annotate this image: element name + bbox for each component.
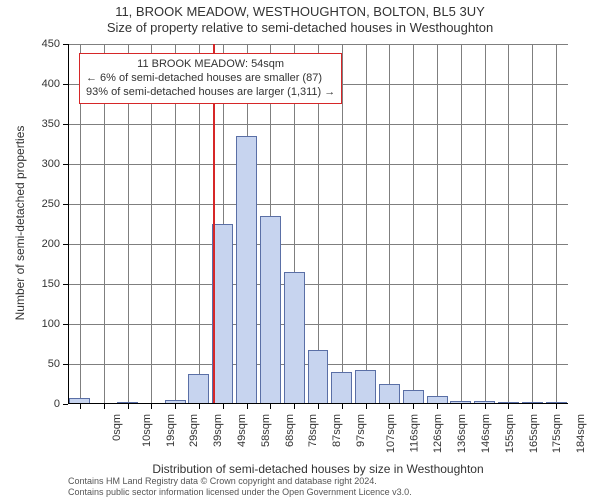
chart-container: { "title": { "line1": "11, BROOK MEADOW,… [0,0,600,500]
y-axis-line [68,44,69,404]
footer-line: Contains public sector information licen… [68,487,412,498]
x-tick [508,404,509,409]
x-tick-label: 97sqm [355,414,367,447]
y-tick-label: 350 [0,118,60,130]
chart-title: 11, BROOK MEADOW, WESTHOUGHTON, BOLTON, … [0,4,600,35]
x-tick [175,404,176,409]
y-tick-label: 100 [0,318,60,330]
x-tick [461,404,462,409]
grid-line [508,44,509,404]
histogram-bar [379,384,400,404]
y-tick [63,204,68,205]
x-tick-label: 126sqm [433,414,445,453]
grid-line [413,44,414,404]
histogram-bar [403,390,424,404]
x-tick [80,404,81,409]
y-tick [63,84,68,85]
info-box-line: 93% of semi-detached houses are larger (… [86,86,335,100]
footer-attribution: Contains HM Land Registry data © Crown c… [68,476,412,498]
x-tick [342,404,343,409]
grid-line [389,44,390,404]
y-tick [63,324,68,325]
x-tick-label: 107sqm [385,414,397,453]
x-tick-label: 175sqm [552,414,564,453]
x-tick-label: 68sqm [284,414,296,447]
title-subtitle: Size of property relative to semi-detach… [0,20,600,36]
title-address: 11, BROOK MEADOW, WESTHOUGHTON, BOLTON, … [0,4,600,20]
x-tick [223,404,224,409]
x-tick-label: 29sqm [188,414,200,447]
histogram-bar [260,216,281,404]
x-tick-label: 165sqm [528,414,540,453]
y-tick [63,44,68,45]
x-tick-label: 49sqm [236,414,248,447]
y-tick-label: 300 [0,158,60,170]
x-tick-label: 10sqm [141,414,153,447]
y-tick [63,284,68,285]
x-tick [485,404,486,409]
y-tick-label: 250 [0,198,60,210]
histogram-bar [212,224,233,404]
x-tick-label: 78sqm [307,414,319,447]
info-box-line: 11 BROOK MEADOW: 54sqm [86,58,335,72]
x-tick [556,404,557,409]
histogram-bar [188,374,209,404]
x-tick-label: 19sqm [165,414,177,447]
x-tick-label: 39sqm [212,414,224,447]
y-tick-label: 50 [0,358,60,370]
x-tick-label: 58sqm [260,414,272,447]
x-tick-label: 146sqm [480,414,492,453]
y-tick-label: 0 [0,398,60,410]
grid-line [532,44,533,404]
y-tick-label: 150 [0,278,60,290]
x-axis-label: Distribution of semi-detached houses by … [68,462,568,476]
histogram-bar [284,272,305,404]
x-tick [128,404,129,409]
y-tick-label: 400 [0,78,60,90]
x-tick [413,404,414,409]
y-tick-label: 200 [0,238,60,250]
histogram-bar [355,370,376,404]
x-tick-label: 184sqm [575,414,587,453]
x-tick [151,404,152,409]
y-tick [63,404,68,405]
info-box-line: ← 6% of semi-detached houses are smaller… [86,72,335,86]
x-tick-label: 116sqm [408,414,420,452]
x-tick [366,404,367,409]
histogram-bar [331,372,352,404]
y-tick-label: 450 [0,38,60,50]
x-tick-label: 0sqm [111,414,123,441]
plot-area: 11 BROOK MEADOW: 54sqm← 6% of semi-detac… [68,44,568,404]
x-tick [247,404,248,409]
grid-line [437,44,438,404]
x-tick [532,404,533,409]
x-tick [318,404,319,409]
y-axis-label: Number of semi-detached properties [13,43,27,403]
x-tick [104,404,105,409]
histogram-bar [308,350,329,404]
y-tick [63,244,68,245]
x-tick [437,404,438,409]
histogram-bar [236,136,257,404]
grid-line [485,44,486,404]
x-tick [294,404,295,409]
y-tick [63,164,68,165]
x-tick-label: 87sqm [331,414,343,447]
x-tick [199,404,200,409]
grid-line [461,44,462,404]
x-tick [389,404,390,409]
y-tick [63,364,68,365]
x-tick [270,404,271,409]
grid-line [556,44,557,404]
grid-line [366,44,367,404]
info-box: 11 BROOK MEADOW: 54sqm← 6% of semi-detac… [79,53,342,104]
x-tick-label: 136sqm [456,414,468,453]
x-tick-label: 155sqm [504,414,516,453]
footer-line: Contains HM Land Registry data © Crown c… [68,476,412,487]
y-tick [63,124,68,125]
